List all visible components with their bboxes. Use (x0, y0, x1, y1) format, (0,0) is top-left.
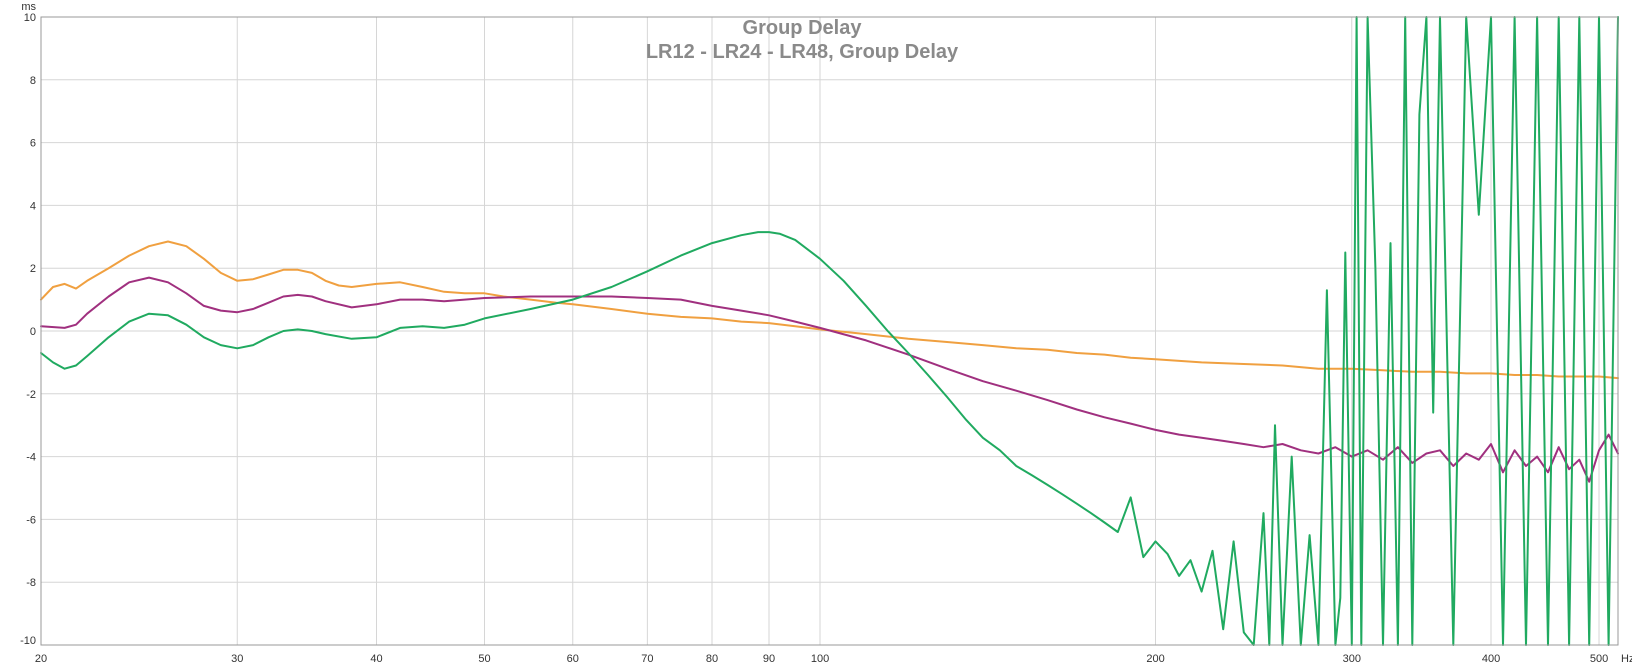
x-tick-label: 70 (641, 653, 653, 665)
series-line-2 (40, 276, 1619, 483)
y-tick-label: -6 (26, 514, 36, 526)
x-axis-ticks: 20 30 40 50 60 70 80 90 100 200 300 400 500 (35, 653, 1608, 665)
y-tick-label: -2 (26, 389, 36, 401)
chart-subtitle: LR12 - LR24 - LR48, Group Delay (646, 41, 959, 63)
y-tick-label: 10 (24, 12, 36, 24)
x-tick-label: 300 (1343, 653, 1361, 665)
chart-title: Group Delay (743, 17, 863, 39)
x-tick-label: 30 (231, 653, 243, 665)
x-tick-label: 400 (1482, 653, 1500, 665)
x-tick-label: 90 (763, 653, 775, 665)
x-tick-label: 500 (1590, 653, 1608, 665)
series-line-1 (40, 240, 1619, 380)
x-tick-label: 60 (567, 653, 579, 665)
y-tick-label: 8 (30, 75, 36, 87)
x-tick-label: 200 (1146, 653, 1164, 665)
y-axis-ticks: -10 -8 -6 -4 -2 0 2 4 6 8 10 (20, 12, 36, 647)
y-tick-label: 2 (30, 263, 36, 275)
y-tick-label: -4 (26, 452, 36, 464)
x-tick-label: 80 (706, 653, 718, 665)
x-axis-unit-label: Hz (1621, 653, 1632, 665)
x-tick-label: 40 (370, 653, 382, 665)
y-tick-label: 4 (30, 200, 36, 212)
plot-border (40, 16, 1619, 646)
x-tick-label: 20 (35, 653, 47, 665)
y-tick-label: -10 (20, 635, 36, 647)
y-tick-label: 6 (30, 138, 36, 150)
x-tick-label: 100 (811, 653, 829, 665)
y-axis-unit-label: ms (21, 1, 36, 13)
y-tick-label: 0 (30, 326, 36, 338)
y-tick-label: -8 (26, 577, 36, 589)
x-tick-label: 50 (478, 653, 490, 665)
